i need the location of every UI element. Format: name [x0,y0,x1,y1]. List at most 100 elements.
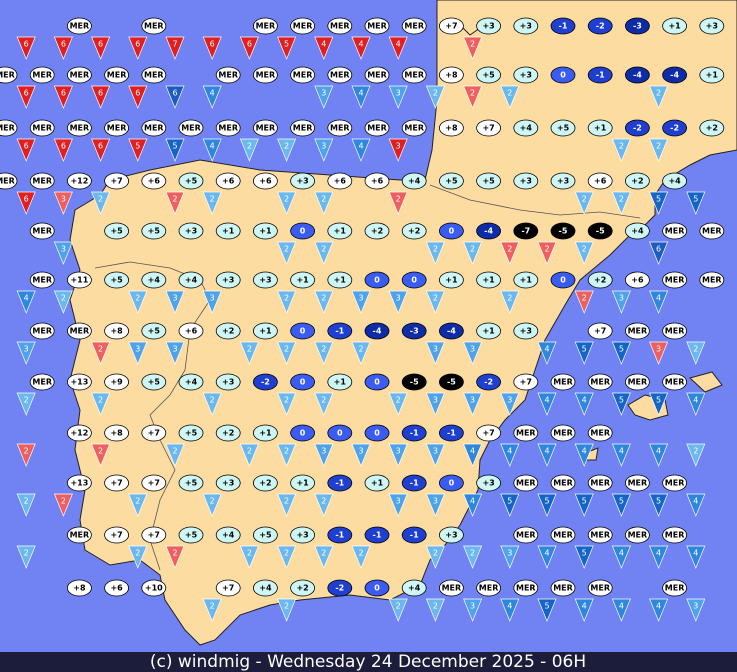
temperature-marker [401,172,427,190]
wind-speed: 2 [210,396,215,405]
wind-speed: 4 [24,294,29,303]
wind-speed: 2 [284,549,289,558]
wind-arrow [91,341,111,365]
wind-arrow [277,191,297,215]
wind-arrow [165,138,185,162]
temperature-marker [290,119,316,137]
temperature-label: +2 [222,429,234,438]
temperature-marker [550,474,576,492]
wind-arrow [649,341,669,365]
temperature-label: +3 [296,177,308,186]
wind-arrow [277,493,297,517]
temperature-marker [215,172,241,190]
wind-arrow [537,341,557,365]
wind-arrow [537,545,557,569]
temperature-label: +4 [148,276,161,285]
temperature-label: MER [665,378,685,387]
wind-arrow [351,138,371,162]
wind-speed: 2 [507,89,512,98]
temperature-label: MER [144,22,164,31]
temperature-label: +12 [70,429,88,438]
wind-speed: 2 [321,195,326,204]
temperature-marker [327,322,353,340]
temperature-label: MER [0,177,15,186]
wind-arrow [649,290,669,314]
temperature-label: -1 [559,22,568,31]
wind-speed: 7 [172,40,177,49]
wind-speed: 2 [693,447,698,456]
wind-arrow [425,241,445,265]
wind-speed: 2 [396,195,401,204]
wind-speed: 3 [396,294,401,303]
temperature-marker [178,322,204,340]
temperature-label: +2 [631,177,643,186]
wind-arrow [128,85,148,109]
temperature-label: MER [181,124,201,133]
wind-arrow [16,341,36,365]
temperature-marker [513,373,539,391]
temperature-label: -5 [559,227,568,236]
wind-arrow [202,392,222,416]
temperature-marker [625,271,650,289]
temperature-marker [625,526,650,544]
temperature-label: +8 [445,124,458,133]
temperature-marker [550,66,576,84]
temperature-label: +7 [110,479,122,488]
temperature-marker [401,322,427,340]
temperature-marker [252,66,278,84]
temperature-label: +7 [148,531,160,540]
wind-speed: 2 [433,294,438,303]
temperature-label: +5 [557,124,570,133]
temperature-marker [104,373,129,391]
temperature-label: +1 [334,378,347,387]
temperature-label: MER [628,479,648,488]
wind-speed: 2 [544,245,549,254]
temperature-marker [327,526,353,544]
temperature-label: MER [553,584,573,593]
temperature-marker [699,17,725,35]
temperature-marker [513,424,539,442]
temperature-label: 0 [560,71,566,80]
wind-speed: 5 [582,345,587,354]
temperature-label: +7 [148,479,160,488]
temperature-marker [29,172,55,190]
temperature-marker [290,66,316,84]
temperature-marker [364,17,390,35]
temperature-marker [141,322,167,340]
wind-arrow [425,443,445,467]
temperature-marker [141,526,167,544]
temperature-marker [476,119,502,137]
wind-arrow [611,138,631,162]
temperature-label: MER [516,584,536,593]
wind-speed: 6 [135,89,140,98]
wind-arrow [16,191,36,215]
wind-arrow [53,493,73,517]
wind-speed: 6 [210,40,215,49]
wind-arrow [277,290,297,314]
temperature-label: 0 [560,276,566,285]
border [94,261,211,571]
wind-speed: 2 [507,294,512,303]
temperature-marker [67,474,92,492]
temperature-marker [215,119,241,137]
wind-arrow [649,598,669,622]
wind-arrow [611,545,631,569]
wind-speed: 3 [433,447,438,456]
wind-speed: 3 [358,447,363,456]
temperature-marker [401,119,427,137]
wind-arrow [91,443,111,467]
temperature-label: 0 [374,429,380,438]
temperature-label: +1 [371,479,384,488]
wind-speed: 6 [61,89,66,98]
temperature-marker [625,172,650,190]
temperature-label: +9 [110,378,123,387]
temperature-marker [364,474,390,492]
wind-arrow [16,443,36,467]
temperature-marker [438,526,464,544]
wind-speed: 4 [582,396,587,405]
temperature-label: +4 [185,378,198,387]
temperature-marker [67,322,92,340]
temperature-marker [327,424,353,442]
wind-arrow [500,290,520,314]
wind-arrow [16,493,36,517]
